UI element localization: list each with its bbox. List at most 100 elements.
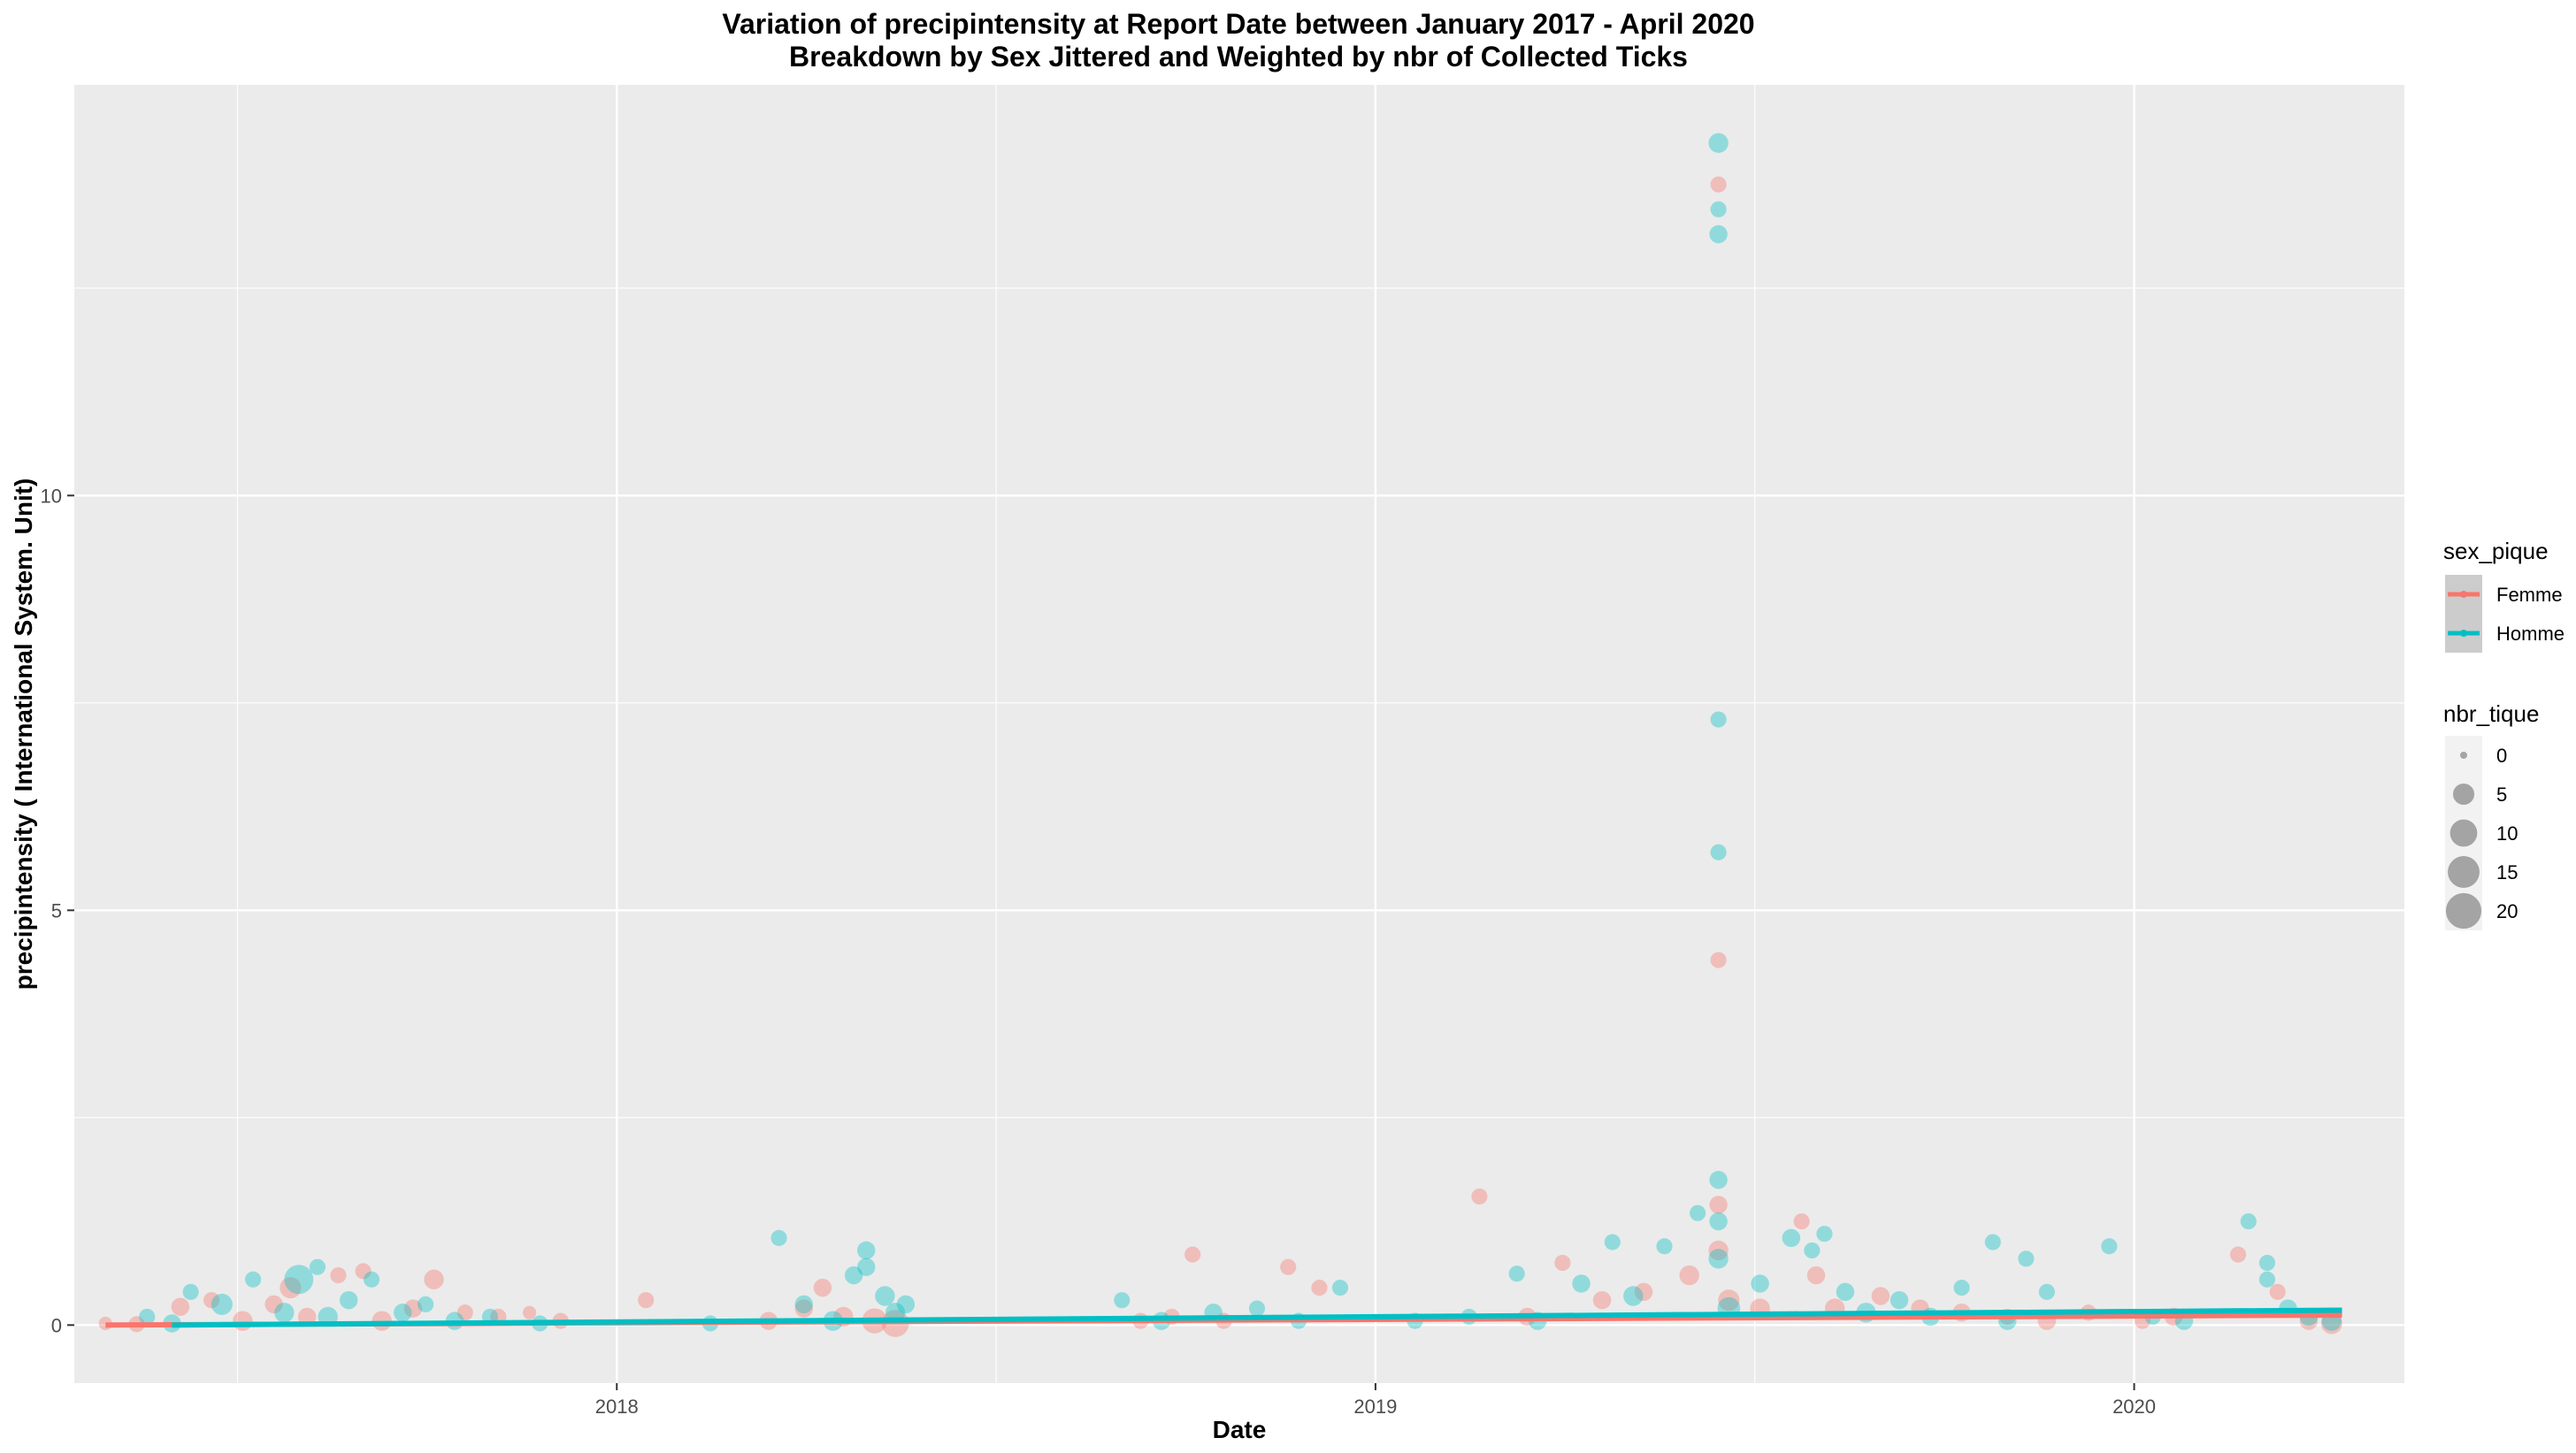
point-homme bbox=[2018, 1250, 2035, 1267]
x-tick-label: 2018 bbox=[595, 1396, 639, 1418]
point-homme bbox=[1953, 1280, 1970, 1296]
legend-label-homme: Homme bbox=[2496, 623, 2564, 645]
point-homme bbox=[1248, 1300, 1266, 1317]
point-femme bbox=[638, 1292, 655, 1309]
point-femme bbox=[264, 1295, 283, 1314]
x-axis: 2018 2019 2020 bbox=[595, 1383, 2156, 1418]
point-homme bbox=[2258, 1254, 2276, 1272]
legend-key-dot bbox=[2460, 591, 2467, 598]
point-femme bbox=[794, 1299, 813, 1318]
y-tick-label: 0 bbox=[51, 1314, 62, 1336]
point-homme bbox=[1709, 1212, 1728, 1231]
trend-lines bbox=[105, 1307, 2342, 1328]
point-homme bbox=[1984, 1234, 2001, 1250]
legend-size-label: 15 bbox=[2496, 861, 2518, 883]
point-homme bbox=[794, 1295, 813, 1314]
legend-color-keys: Femme Homme bbox=[2445, 575, 2564, 653]
legend-size-bg bbox=[2445, 736, 2482, 930]
point-femme bbox=[1871, 1287, 1890, 1305]
x-tick-label: 2019 bbox=[1353, 1396, 1397, 1418]
point-homme bbox=[844, 1266, 863, 1285]
legend-key-dot bbox=[2460, 630, 2467, 637]
point-homme bbox=[1804, 1242, 1821, 1259]
point-femme bbox=[297, 1307, 317, 1327]
point-femme bbox=[1184, 1246, 1201, 1263]
point-femme bbox=[813, 1278, 832, 1297]
point-homme bbox=[1508, 1266, 1525, 1282]
point-femme bbox=[1708, 1240, 1729, 1261]
chart-subtitle: Breakdown by Sex Jittered and Weighted b… bbox=[789, 41, 1688, 73]
legend-label-femme: Femme bbox=[2496, 584, 2563, 606]
point-femme bbox=[522, 1305, 537, 1319]
point-femme bbox=[203, 1292, 220, 1309]
point-homme bbox=[1604, 1234, 1621, 1250]
point-homme bbox=[339, 1290, 358, 1310]
point-femme bbox=[1311, 1280, 1328, 1296]
point-femme bbox=[1710, 176, 1727, 193]
point-femme bbox=[171, 1297, 190, 1316]
point-femme bbox=[2320, 1312, 2342, 1334]
point-homme bbox=[2258, 1271, 2276, 1288]
x-axis-title: Date bbox=[1213, 1416, 1267, 1443]
legend-size-label: 20 bbox=[2496, 900, 2518, 922]
point-femme bbox=[2229, 1246, 2247, 1263]
point-homme bbox=[1890, 1290, 1909, 1310]
trend-line-homme bbox=[172, 1307, 2342, 1328]
point-femme bbox=[372, 1311, 392, 1331]
point-femme bbox=[330, 1266, 347, 1284]
point-femme bbox=[1554, 1254, 1571, 1272]
point-homme bbox=[274, 1303, 295, 1323]
point-femme bbox=[1471, 1188, 1488, 1205]
point-homme bbox=[363, 1271, 380, 1288]
point-homme bbox=[1690, 1204, 1706, 1221]
point-homme bbox=[1572, 1274, 1591, 1293]
point-homme bbox=[856, 1258, 876, 1276]
point-femme bbox=[1634, 1282, 1653, 1302]
point-femme bbox=[1592, 1290, 1612, 1310]
point-femme bbox=[403, 1299, 423, 1318]
point-homme bbox=[1710, 711, 1727, 728]
plot-panel bbox=[74, 85, 2404, 1383]
point-homme bbox=[244, 1271, 262, 1288]
point-femme bbox=[1679, 1265, 1699, 1286]
point-homme bbox=[1708, 1249, 1729, 1269]
point-homme bbox=[1782, 1228, 1801, 1248]
point-homme bbox=[1623, 1286, 1644, 1306]
legend-color-title: sex_pique bbox=[2443, 538, 2549, 564]
point-homme bbox=[2101, 1238, 2118, 1255]
legend-size-label: 0 bbox=[2496, 745, 2507, 767]
x-tick-label: 2020 bbox=[2112, 1396, 2156, 1418]
point-femme bbox=[233, 1311, 253, 1331]
point-homme bbox=[309, 1258, 326, 1275]
point-homme bbox=[139, 1308, 156, 1326]
legend-size-label: 10 bbox=[2496, 822, 2518, 845]
legend-size-circle bbox=[2445, 892, 2482, 929]
point-homme bbox=[182, 1283, 199, 1300]
point-homme bbox=[394, 1304, 412, 1322]
point-homme bbox=[1709, 1170, 1728, 1189]
y-axis: 0 5 10 bbox=[41, 485, 74, 1336]
point-homme bbox=[2240, 1212, 2257, 1230]
y-tick-label: 10 bbox=[41, 485, 62, 507]
point-homme bbox=[1708, 133, 1729, 153]
point-homme bbox=[211, 1293, 233, 1315]
point-homme bbox=[856, 1241, 876, 1260]
point-homme bbox=[770, 1229, 787, 1246]
legend-size-keys: 0 5 10 15 20 bbox=[2445, 736, 2518, 930]
grid-minor bbox=[74, 85, 2404, 1383]
y-axis-title: precipintensity ( International System. … bbox=[10, 478, 37, 990]
y-tick-label: 5 bbox=[51, 899, 62, 922]
point-homme bbox=[1656, 1238, 1673, 1255]
legend-size-circle bbox=[2448, 856, 2480, 888]
point-femme bbox=[1709, 1196, 1728, 1214]
point-homme bbox=[2038, 1283, 2055, 1300]
point-homme bbox=[1751, 1274, 1769, 1293]
legend-size-circle bbox=[2460, 752, 2467, 759]
point-homme bbox=[1709, 225, 1728, 244]
legend-size-circle bbox=[2450, 819, 2478, 847]
point-femme bbox=[280, 1277, 302, 1299]
point-femme bbox=[424, 1269, 444, 1289]
point-homme bbox=[418, 1296, 434, 1312]
